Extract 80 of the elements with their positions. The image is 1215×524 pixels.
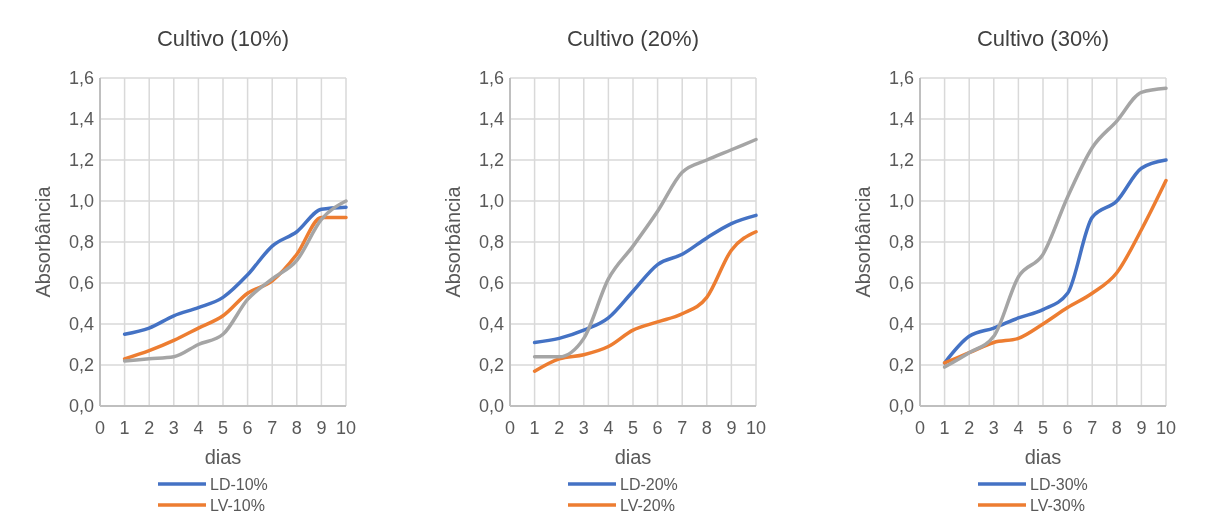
y-tick-label: 0,6: [478, 273, 504, 294]
y-tick-label: 1,6: [68, 68, 94, 89]
legend-label: LD-30%: [1030, 475, 1088, 493]
x-tick-label: 7: [1087, 418, 1098, 438]
y-tick-label: 1,0: [478, 191, 504, 212]
legend-label: LD-10%: [210, 475, 268, 493]
y-tick-label: 0,8: [68, 232, 94, 253]
chart-title: Cultivo (20%): [566, 26, 700, 51]
y-tick-label: 0,4: [478, 314, 504, 335]
x-axis-title: dias: [1024, 446, 1062, 468]
x-tick-label: 3: [988, 418, 999, 438]
x-tick-label: 6: [242, 418, 253, 438]
legend-label: LV-10%: [210, 496, 265, 514]
x-tick-label: 2: [964, 418, 975, 438]
x-tick-label: 4: [603, 418, 614, 438]
x-tick-label: 2: [144, 418, 155, 438]
y-tick-label: 1,0: [68, 191, 94, 212]
x-tick-label: 9: [726, 418, 737, 438]
x-tick-label: 7: [677, 418, 688, 438]
y-tick-label: 0,4: [888, 314, 914, 335]
y-tick-label: 1,6: [478, 68, 504, 89]
y-tick-label: 0,2: [888, 355, 914, 376]
x-tick-label: 5: [627, 418, 639, 438]
x-tick-label: 8: [291, 418, 302, 438]
y-axis-title: Absorbância: [852, 185, 874, 298]
x-tick-label: 0: [504, 418, 516, 438]
x-tick-label: 5: [1037, 418, 1049, 438]
x-tick-label: 10: [745, 418, 767, 438]
x-tick-label: 1: [939, 418, 950, 438]
y-tick-label: 1,0: [888, 191, 914, 212]
x-tick-label: 0: [94, 418, 106, 438]
y-tick-label: 1,2: [888, 150, 914, 171]
chart-title: Cultivo (10%): [156, 26, 290, 51]
x-tick-label: 2: [554, 418, 565, 438]
x-tick-label: 1: [119, 418, 130, 438]
x-axis-title: dias: [204, 446, 242, 468]
x-tick-label: 8: [701, 418, 712, 438]
y-axis-title: Absorbância: [442, 185, 464, 298]
x-tick-label: 7: [267, 418, 278, 438]
legend-label: LV-30%: [1030, 496, 1085, 514]
x-tick-label: 4: [193, 418, 204, 438]
x-tick-label: 9: [1136, 418, 1147, 438]
x-tick-label: 9: [316, 418, 327, 438]
line-series: [532, 213, 758, 345]
x-tick-label: 0: [914, 418, 926, 438]
y-tick-label: 0,8: [478, 232, 504, 253]
chart-title: Cultivo (30%): [976, 26, 1110, 51]
y-tick-label: 0,2: [68, 355, 94, 376]
x-tick-label: 10: [335, 418, 357, 438]
x-tick-label: 3: [578, 418, 589, 438]
line-series: [532, 137, 758, 359]
y-tick-label: 1,2: [68, 150, 94, 171]
y-tick-label: 0,6: [888, 273, 914, 294]
y-tick-label: 1,6: [888, 68, 914, 89]
x-tick-label: 4: [1013, 418, 1024, 438]
line-series: [122, 205, 348, 336]
y-tick-label: 0,2: [478, 355, 504, 376]
x-tick-label: 6: [1062, 418, 1073, 438]
y-tick-label: 0,4: [68, 314, 94, 335]
x-tick-label: 8: [1111, 418, 1122, 438]
y-tick-label: 0,8: [888, 232, 914, 253]
y-tick-label: 0,0: [888, 396, 914, 417]
x-tick-label: 6: [652, 418, 663, 438]
y-tick-label: 0,0: [68, 396, 94, 417]
x-tick-label: 1: [529, 418, 540, 438]
line-series: [942, 86, 1168, 369]
y-axis-title: Absorbância: [32, 185, 54, 298]
y-tick-label: 1,2: [478, 150, 504, 171]
y-tick-label: 0,6: [68, 273, 94, 294]
x-axis-title: dias: [614, 446, 652, 468]
y-tick-label: 1,4: [478, 109, 504, 130]
y-tick-label: 1,4: [888, 109, 914, 130]
y-tick-label: 1,4: [68, 109, 94, 130]
y-tick-label: 0,0: [478, 396, 504, 417]
line-series: [532, 230, 758, 373]
legend-label: LD-20%: [620, 475, 678, 493]
legend-label: LV-20%: [620, 496, 675, 514]
x-tick-label: 10: [1155, 418, 1177, 438]
x-tick-label: 3: [168, 418, 179, 438]
x-tick-label: 5: [217, 418, 229, 438]
